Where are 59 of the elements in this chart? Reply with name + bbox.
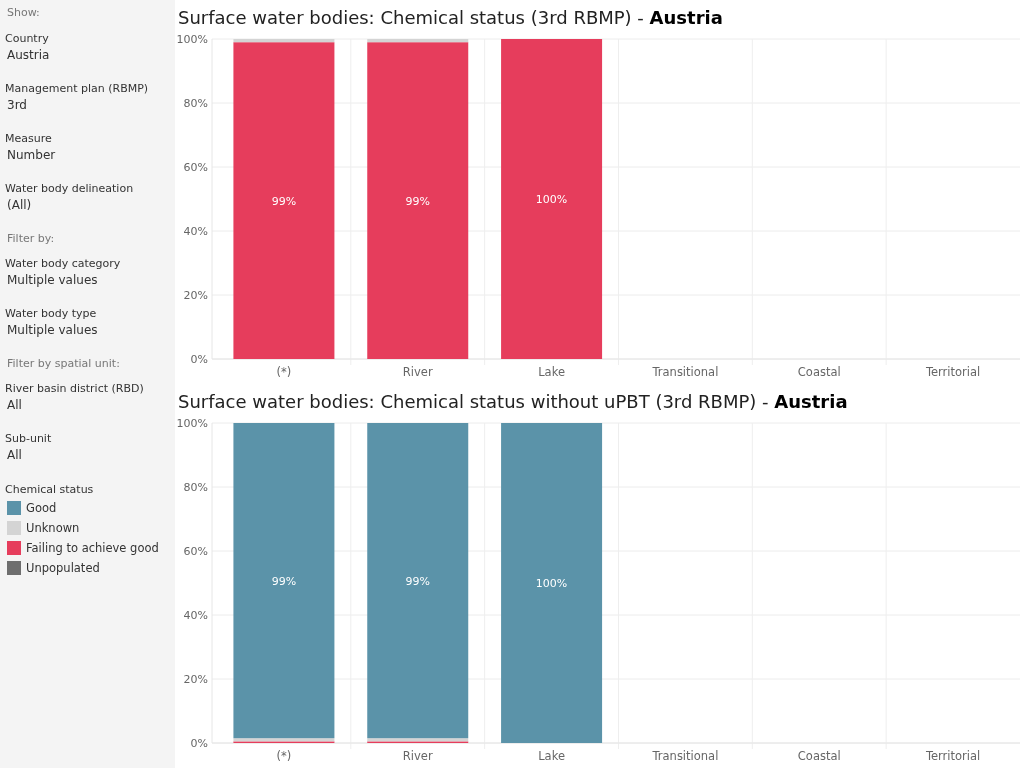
text: Multiple values	[7, 273, 98, 287]
text: Water body delineation	[5, 182, 134, 195]
x-tick-label: Coastal	[797, 749, 841, 763]
x-tick-label: (*)	[276, 749, 292, 763]
y-tick-label: 60%	[183, 545, 208, 558]
y-tick-label: 40%	[183, 225, 208, 238]
bar	[501, 423, 603, 743]
text: Country	[5, 32, 50, 45]
data-label: 99%	[405, 574, 430, 588]
x-tick-label: Lake	[538, 365, 565, 379]
x-tick-label: Lake	[538, 749, 565, 763]
x-tick-label: (*)	[276, 365, 292, 379]
text: (All)	[7, 198, 32, 212]
text: Number	[7, 148, 56, 162]
text: Measure	[5, 132, 52, 145]
x-tick-label: Territorial	[924, 365, 981, 379]
text: Water body category	[5, 257, 121, 270]
x-tick-label: River	[402, 749, 433, 763]
legend-label: Good	[26, 501, 57, 515]
y-tick-label: 60%	[183, 161, 208, 174]
text: Multiple values	[7, 323, 98, 337]
x-tick-label: River	[402, 365, 433, 379]
x-tick-label: Transitional	[651, 365, 719, 379]
legend-label: Unknown	[26, 521, 80, 535]
text: Sub-unit	[5, 432, 52, 445]
text: Filter by:	[7, 232, 55, 245]
bar	[367, 423, 469, 739]
y-tick-label: 40%	[183, 609, 208, 622]
x-tick-label: Transitional	[651, 749, 719, 763]
x-tick-label: Territorial	[924, 749, 981, 763]
data-label: 99%	[271, 574, 297, 588]
text: All	[7, 398, 22, 412]
text: 3rd	[7, 98, 27, 112]
y-tick-label: 0%	[190, 353, 208, 366]
text: Show:	[7, 6, 40, 19]
bar	[233, 423, 335, 739]
data-label: 100%	[535, 193, 568, 206]
text: River basin district (RBD)	[5, 382, 144, 395]
x-tick-label: Coastal	[797, 365, 841, 379]
data-label: 100%	[535, 577, 568, 590]
data-label: 99%	[405, 194, 430, 208]
text: Austria	[7, 48, 50, 62]
legend-label: Failing to achieve good	[26, 541, 159, 555]
text: Water body type	[5, 307, 97, 320]
y-tick-label: 20%	[183, 289, 208, 302]
y-tick-label: 0%	[190, 737, 208, 750]
chart-title: Surface water bodies: Chemical status (3rd RBMP) - Austria	[178, 7, 723, 28]
text: Filter by spatial unit:	[7, 357, 120, 370]
y-tick-label: 20%	[183, 673, 208, 686]
y-tick-label: 100%	[176, 33, 208, 46]
data-label: 99%	[271, 194, 297, 208]
y-tick-label: 100%	[176, 417, 208, 430]
legend-title: Chemical status	[5, 483, 94, 496]
y-tick-label: 80%	[183, 481, 208, 494]
chart-title: Surface water bodies: Chemical status without uPBT (3rd RBMP) - Austria	[178, 391, 848, 412]
text: All	[7, 448, 22, 462]
y-tick-label: 80%	[183, 97, 208, 110]
legend-label: Unpopulated	[26, 561, 100, 575]
text: Management plan (RBMP)	[5, 82, 149, 95]
